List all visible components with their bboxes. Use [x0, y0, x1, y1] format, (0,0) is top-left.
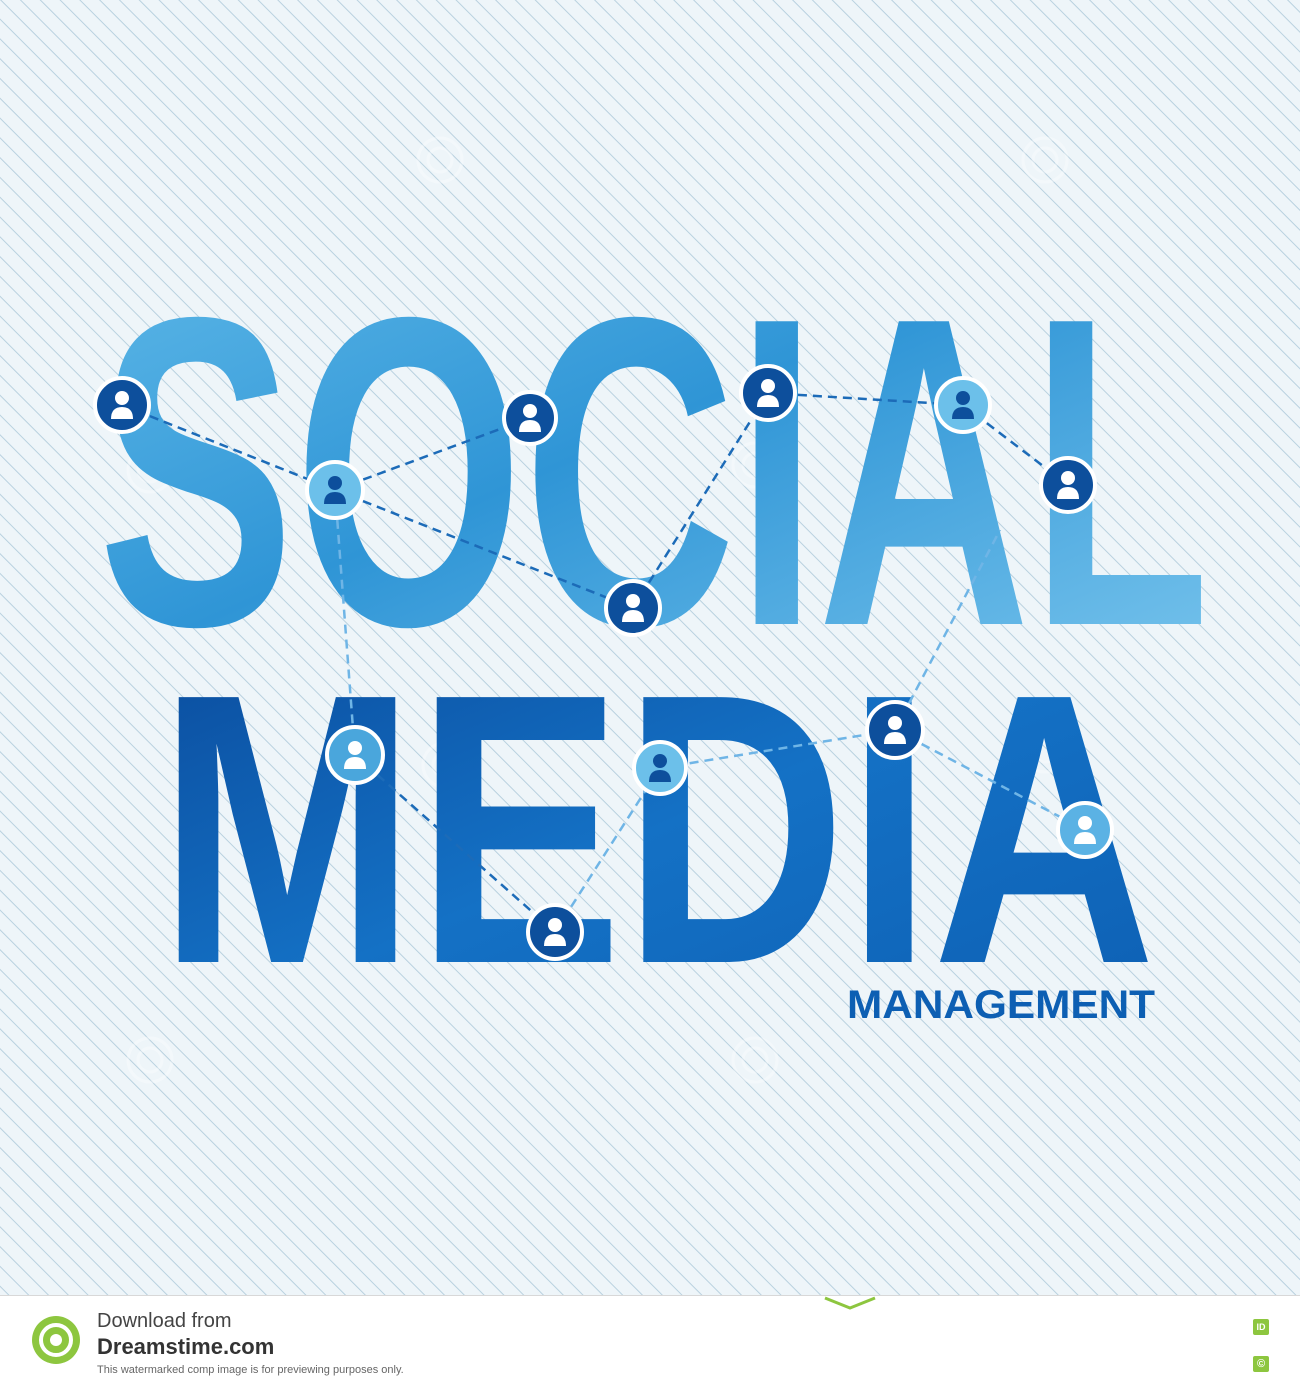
user-icon — [93, 376, 151, 434]
subtitle-management: MANAGEMENT — [847, 983, 1155, 1027]
headline-media: MEDIA — [158, 613, 1156, 1044]
user-icon — [1039, 456, 1097, 514]
dreamstime-spiral-icon — [126, 446, 174, 494]
watermark-note: This watermarked comp image is for previ… — [97, 1364, 404, 1376]
copyright-badge: © — [1253, 1356, 1269, 1372]
scissors-icon — [824, 1296, 876, 1310]
headline-social: SOCIAL — [98, 227, 1210, 718]
user-icon — [305, 460, 365, 520]
user-icon — [502, 390, 558, 446]
user-icon — [934, 376, 992, 434]
watermark-layer — [126, 136, 1069, 1084]
user-icon — [865, 700, 925, 760]
dreamstime-spiral-icon — [731, 1036, 779, 1084]
user-icon — [739, 364, 797, 422]
user-icon — [526, 903, 584, 961]
download-footer: Download from Dreamstime.com This waterm… — [0, 1295, 1300, 1391]
dreamstime-spiral-icon — [126, 1036, 174, 1084]
user-icon — [632, 740, 688, 796]
download-from-label: Download from — [97, 1310, 232, 1332]
dreamstime-spiral-icon — [32, 1316, 80, 1364]
dreamstime-spiral-icon — [1021, 726, 1069, 774]
dreamstime-spiral-icon — [1021, 136, 1069, 184]
network-nodes — [93, 364, 1114, 961]
striped-background — [0, 0, 1300, 1295]
poster-canvas: SOCIAL MEDIA MANAGEMENT — [0, 0, 1300, 1295]
dreamstime-spiral-icon — [731, 441, 779, 489]
dreamstime-link[interactable]: Dreamstime.com — [97, 1334, 275, 1359]
user-icon — [1056, 801, 1114, 859]
dreamstime-spiral-icon — [421, 741, 469, 789]
id-badge: ID — [1253, 1319, 1269, 1335]
user-icon — [325, 725, 385, 785]
user-icon — [604, 579, 662, 637]
dreamstime-spiral-icon — [416, 136, 464, 184]
